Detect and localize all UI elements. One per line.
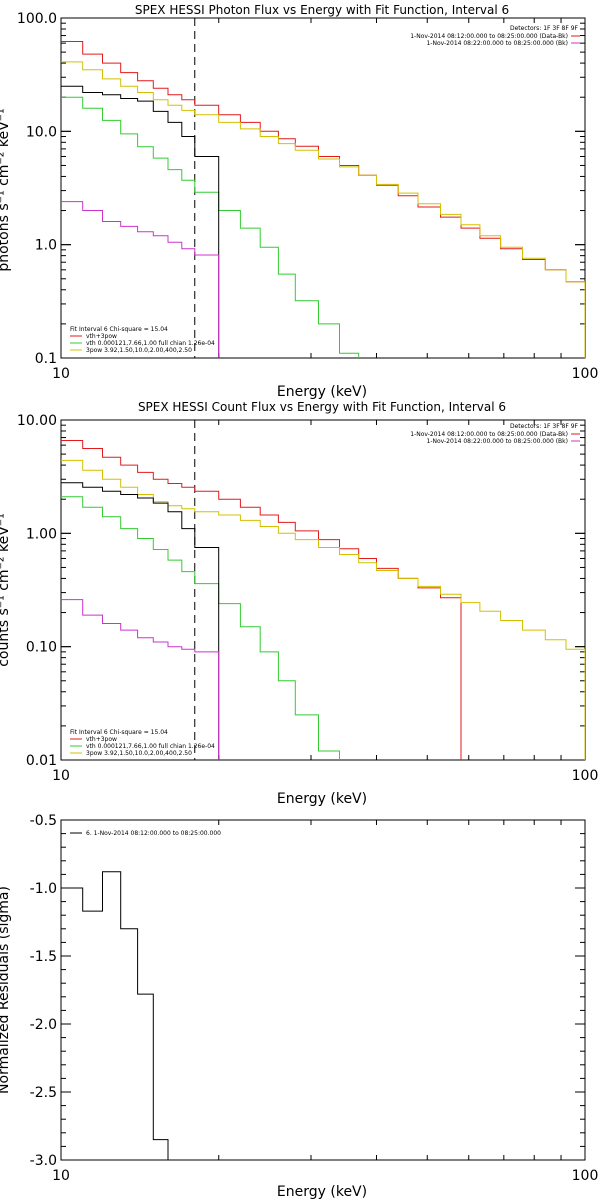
photon-flux-legend-entry-2: vth 0.000121,7.66,1.00 full chian 1.26e-… [86,340,215,347]
count-flux-info-line1: 1-Nov-2014 08:12:00.000 to 08:25:00.000 … [410,431,568,438]
photon-flux-ytick-label: 10.0 [26,124,57,140]
photon-flux-series-3 [61,61,585,358]
count-flux-panel: SPEX HESSI Count Flux vs Energy with Fit… [0,400,598,807]
photon-flux-ytick-label: 100.0 [17,11,57,27]
count-flux-series-1 [61,440,462,760]
photon-flux-xtick-label: 10 [52,366,70,382]
count-flux-series-2 [61,496,340,760]
photon-flux-ytick-label: 0.1 [35,351,57,367]
count-flux-ytick-label: 0.01 [26,753,57,769]
photon-flux-title: SPEX HESSI Photon Flux vs Energy with Fi… [135,3,509,17]
count-flux-legend-entry-3: 3pow 3.92,1.50,10.0,2.00,400,2.50 [86,750,192,757]
photon-flux-xtick-label: 100 [572,366,599,382]
residuals-ytick-label: -1.5 [30,949,57,965]
count-flux-legend-header: Fit Interval 6 Chi-square = 15.04 [70,729,168,736]
residuals-series-1 [61,871,169,1160]
residuals-xtick-label: 100 [572,1168,599,1184]
count-flux-title: SPEX HESSI Count Flux vs Energy with Fit… [138,400,506,414]
residuals-legend-entry: 6. 1-Nov-2014 08:12:00.000 to 08:25:00.0… [86,830,221,837]
count-flux-series-5 [61,599,220,760]
photon-flux-xlabel: Energy (keV) [277,384,367,400]
residuals-ytick-label: -2.5 [30,1085,57,1101]
residuals-ylabel: Normalized Residuals (sigma) [0,886,12,1094]
residuals-xlabel: Energy (keV) [277,1184,367,1200]
photon-flux-series-5 [61,201,220,358]
count-flux-series-4 [61,482,220,760]
residuals-ytick-label: -0.5 [30,813,57,829]
count-flux-info-line2: 1-Nov-2014 08:22:00.000 to 08:25:00.000 … [426,438,568,445]
count-flux-xtick-label: 100 [572,768,599,784]
photon-flux-legend-entry-3: 3pow 3.92,1.50,10.0,2.00,400,2.50 [86,347,192,354]
residuals-frame [60,819,586,1161]
residuals-xtick-label: 10 [52,1168,70,1184]
photon-flux-panel: SPEX HESSI Photon Flux vs Energy with Fi… [0,3,598,400]
photon-flux-series-4 [61,85,220,358]
photon-flux-frame [60,17,586,359]
residuals-panel: Energy (keV) Normalized Residuals (sigma… [0,813,598,1200]
residuals-ytick-label: -1.0 [30,881,57,897]
residuals-ytick-label: -3.0 [30,1153,57,1169]
count-flux-series-3 [61,459,585,760]
photon-flux-series-1 [61,41,585,358]
photon-flux-info-line1: 1-Nov-2014 08:12:00.000 to 08:25:00.000 … [410,33,568,40]
residuals-plot-area: 10 100 -3.0 -2.5 -2.0 -1.5 -1.0 -0.5 [30,813,599,1184]
count-flux-ytick-label: 0.10 [26,640,57,656]
count-flux-ytick-label: 1.00 [26,526,57,542]
photon-flux-legend-entry-1: vth+3pow [86,333,117,340]
residuals-ytick-label: -2.0 [30,1017,57,1033]
photon-flux-ylabel: photons s⁻¹ cm⁻² keV⁻¹ [0,108,12,271]
photon-flux-info-detectors: Detectors: 1F 3F 8F 9F [510,25,579,32]
count-flux-ylabel: counts s⁻¹ cm⁻² keV⁻¹ [0,513,12,667]
count-flux-ytick-label: 10.00 [17,413,57,429]
count-flux-legend-entry-2: vth 0.000121,7.66,1.00 full chian 1.26e-… [86,743,215,750]
photon-flux-info-line2: 1-Nov-2014 08:22:00.000 to 08:25:00.000 … [426,40,568,47]
photon-flux-legend-header: Fit Interval 6 Chi-square = 15.04 [70,326,168,333]
count-flux-info-detectors: Detectors: 1F 3F 8F 9F [510,423,579,430]
photon-flux-plot-area: 10 100 0.1 1.0 10.0 100.0 [17,11,598,382]
count-flux-xtick-label: 10 [52,768,70,784]
count-flux-frame [60,419,586,761]
count-flux-xlabel: Energy (keV) [277,791,367,807]
photon-flux-series-2 [61,96,360,358]
photon-flux-ytick-label: 1.0 [35,238,57,254]
count-flux-legend-entry-1: vth+3pow [86,736,117,743]
count-flux-plot-area: 10 100 0.01 0.10 1.00 10.00 [17,413,598,784]
